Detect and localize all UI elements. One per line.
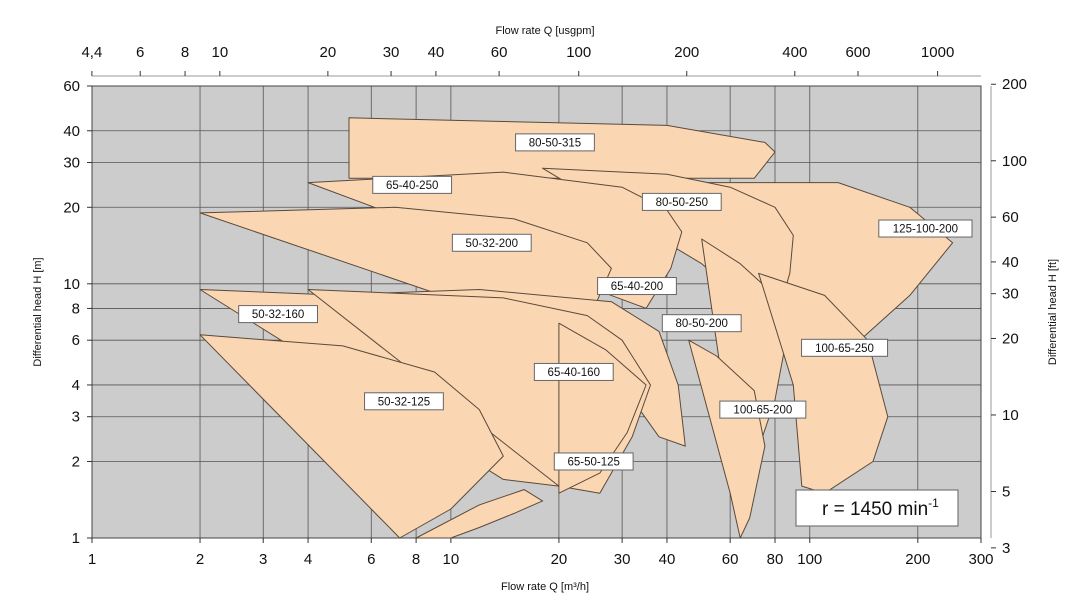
curve-label: 65-50-125 (567, 456, 619, 468)
y2-axis-ticks: 3 5 10 20 30 40 60 100 200 (990, 76, 1027, 557)
x-tick-label: 4 (304, 551, 312, 568)
curve-label-box (533, 362, 614, 381)
y2-tick-label: 10 (1002, 407, 1019, 424)
curve-label-box (238, 305, 318, 324)
y2-tick-label: 200 (1002, 76, 1027, 93)
x-tick-label: 10 (443, 551, 460, 568)
x2-tick-label: 6 (136, 44, 144, 61)
curve-label-box (372, 175, 453, 194)
curve-label: 65-40-200 (611, 281, 663, 293)
x2-tick-label: 600 (845, 44, 870, 61)
curve-label: 80-50-315 (529, 137, 581, 149)
x-tick-label: 80 (767, 551, 784, 568)
x2-axis-title: Flow rate Q [usgpm] (495, 25, 594, 37)
curve-label-box (661, 314, 742, 333)
y2-tick-label: 60 (1002, 209, 1019, 226)
curve-label-box (451, 233, 532, 252)
x2-tick-label: 1000 (921, 44, 954, 61)
y-tick-label: 20 (63, 199, 80, 216)
x-tick-label: 8 (412, 551, 420, 568)
x2-tick-label: 60 (491, 44, 508, 61)
curve-labels: 80-50-315 125-100-200 80-50-250 65-40-250 50… (238, 133, 973, 471)
curve-area-50-32-125-lower (415, 489, 544, 539)
curve-label: 65-40-160 (548, 367, 600, 379)
y2-tick-label: 30 (1002, 286, 1019, 303)
curve-label-box (801, 338, 889, 357)
speed-exponent: -1 (928, 496, 939, 510)
x2-tick-label: 8 (181, 44, 189, 61)
x-axis-ticks: 1 2 3 4 6 8 10 20 30 40 60 80 100 200 300 (88, 538, 994, 568)
curve-label: 50-32-125 (378, 396, 430, 408)
x-tick-label: 60 (722, 551, 739, 568)
y-tick-label: 60 (63, 78, 80, 95)
curve-area-100-65-200 (688, 339, 766, 539)
x2-axis-ticks: 4,4 6 8 10 20 30 40 60 100 200 400 600 1000 (81, 44, 981, 77)
curve-label: 50-32-160 (252, 309, 304, 321)
curve-label: 80-50-200 (676, 318, 728, 330)
curve-area-100-65-250 (758, 272, 889, 494)
x2-tick-label: 30 (383, 44, 400, 61)
x-tick-label: 100 (797, 551, 822, 568)
curve-label-box (515, 133, 595, 152)
y-axis-ticks: 1 2 3 4 6 8 10 20 30 40 60 (63, 78, 92, 547)
x2-tick-label: 200 (674, 44, 699, 61)
y-tick-label: 4 (72, 377, 80, 394)
curve-label: 100-65-250 (815, 343, 874, 355)
x-tick-label: 200 (905, 551, 930, 568)
curve-area-50-32-125 (199, 334, 504, 539)
x2-tick-label: 4,4 (81, 44, 102, 61)
x-tick-label: 40 (659, 551, 676, 568)
curve-label: 50-32-200 (466, 238, 518, 250)
x-tick-label: 1 (88, 551, 96, 568)
x2-tick-label: 20 (320, 44, 337, 61)
y2-tick-label: 100 (1002, 153, 1027, 170)
curve-label: 100-65-200 (733, 405, 792, 417)
y-tick-label: 1 (72, 530, 80, 547)
speed-label: r = 1450 min (822, 499, 928, 520)
y-tick-label: 40 (63, 123, 80, 140)
curve-label: 65-40-250 (386, 180, 438, 192)
y2-tick-label: 3 (1002, 540, 1010, 557)
curve-label-box (597, 277, 677, 296)
x-axis-title: Flow rate Q [m³/h] (501, 581, 589, 593)
curve-label-box (553, 452, 634, 471)
x-tick-label: 6 (367, 551, 375, 568)
x2-tick-label: 100 (566, 44, 591, 61)
y-tick-label: 6 (72, 332, 80, 349)
y-axis-title: Differential head H [m] (32, 257, 44, 366)
y2-tick-label: 20 (1002, 330, 1019, 347)
x2-tick-label: 10 (211, 44, 228, 61)
y2-axis-title: Differential head H [ft] (1047, 259, 1059, 365)
curve-label-box (719, 400, 807, 419)
y2-tick-label: 5 (1002, 483, 1010, 500)
plot-frame (91, 85, 982, 539)
x2-tick-label: 400 (782, 44, 807, 61)
x-tick-label: 20 (551, 551, 568, 568)
curve-label-box (878, 219, 973, 238)
svg-text:r = 1450 min-1: r = 1450 min-1 (822, 496, 939, 520)
y-tick-label: 30 (63, 155, 80, 172)
curve-label-box (364, 392, 444, 411)
curve-label: 125-100-200 (893, 224, 958, 236)
curve-label: 80-50-250 (656, 197, 708, 209)
x-tick-label: 30 (614, 551, 631, 568)
x-tick-label: 300 (968, 551, 993, 568)
speed-box: r = 1450 min-1 (795, 489, 959, 527)
curve-label-box (641, 192, 722, 211)
x2-tick-label: 40 (428, 44, 445, 61)
y-tick-label: 10 (63, 276, 80, 293)
x-tick-label: 3 (259, 551, 267, 568)
x-tick-label: 2 (196, 551, 204, 568)
y-tick-label: 3 (72, 409, 80, 426)
y2-tick-label: 40 (1002, 254, 1019, 271)
y-tick-label: 2 (72, 453, 80, 470)
y-tick-label: 8 (72, 300, 80, 317)
